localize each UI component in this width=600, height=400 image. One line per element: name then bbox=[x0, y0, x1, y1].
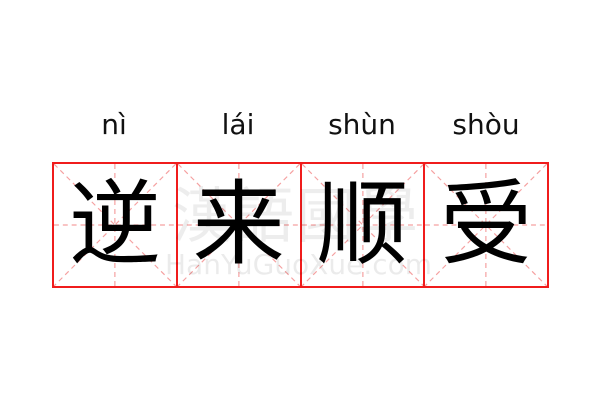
guide-lines bbox=[301, 164, 424, 286]
pinyin-3: shùn bbox=[328, 108, 396, 141]
character-grid: 逆 来 顺 受 bbox=[52, 162, 549, 288]
guide-lines bbox=[54, 164, 176, 286]
character-3: 顺 bbox=[316, 171, 409, 278]
character-4: 受 bbox=[440, 171, 533, 278]
character-cell: 逆 bbox=[52, 162, 178, 288]
pinyin-4: shòu bbox=[452, 108, 520, 141]
character-cell: 来 bbox=[175, 162, 302, 288]
pinyin-2: lái bbox=[221, 108, 255, 141]
character-1: 逆 bbox=[68, 171, 161, 278]
pinyin-1: nì bbox=[101, 108, 127, 141]
character-cell: 顺 bbox=[299, 162, 426, 288]
character-cell: 受 bbox=[423, 162, 549, 288]
character-2: 来 bbox=[192, 171, 285, 278]
guide-lines bbox=[177, 164, 300, 286]
guide-lines bbox=[425, 164, 547, 286]
